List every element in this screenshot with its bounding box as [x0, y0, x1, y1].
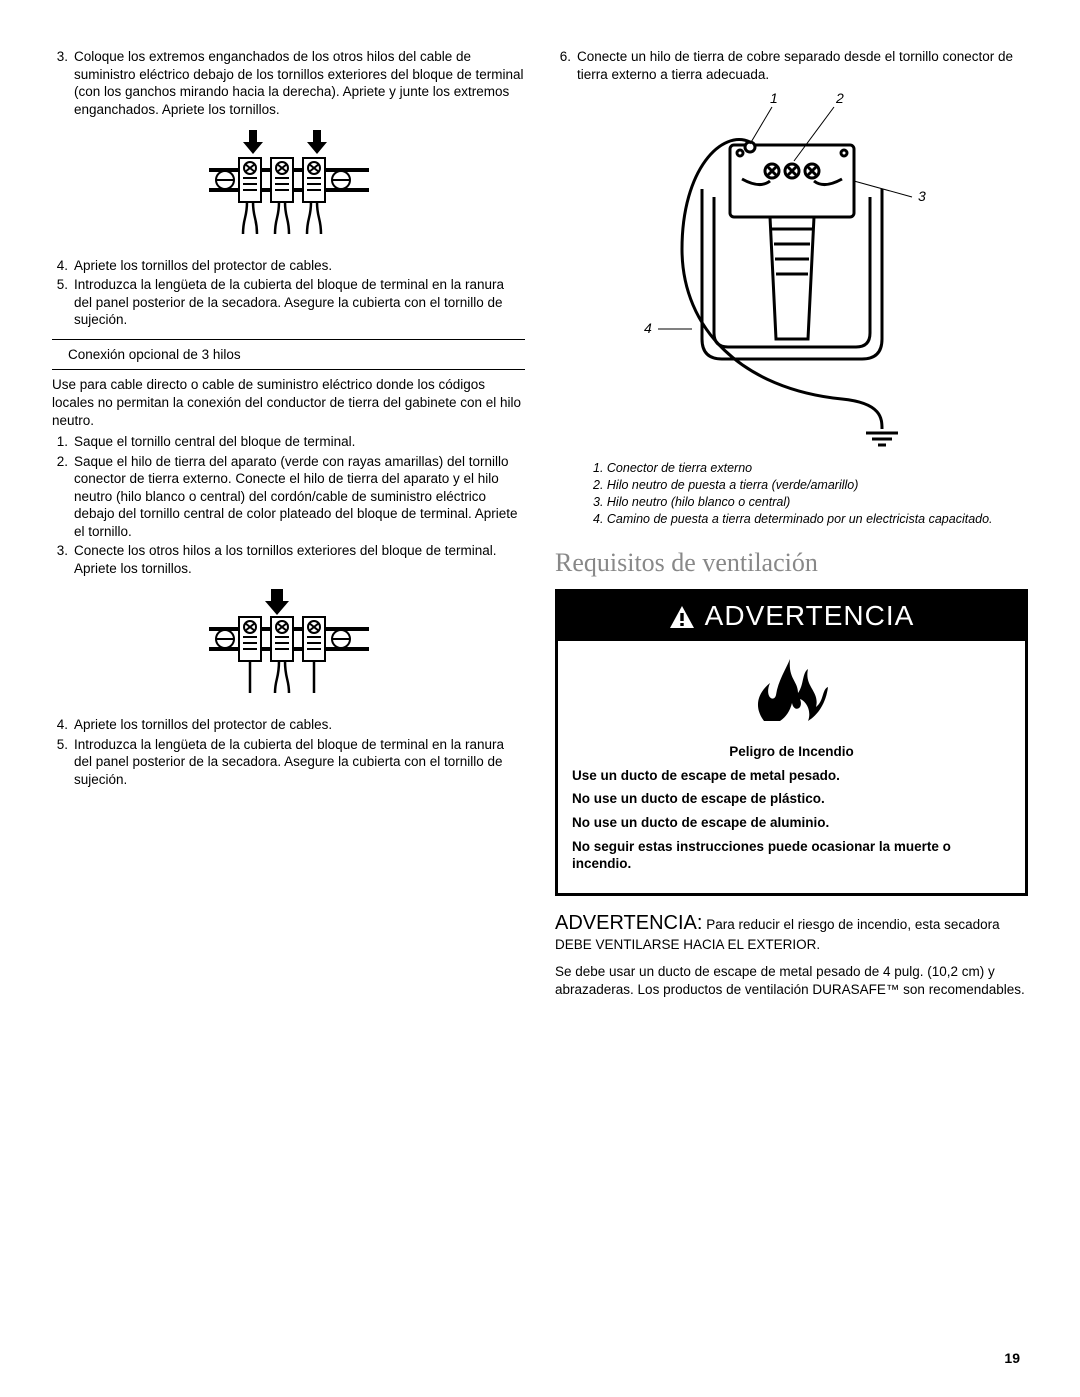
- callout-2: 2: [835, 90, 844, 106]
- warning-triangle-icon: [669, 605, 695, 629]
- steps-b: 4.Apriete los tornillos del protector de…: [52, 257, 525, 329]
- after-warning-text: ADVERTENCIA: Para reducir el riesgo de i…: [555, 910, 1028, 999]
- page-number: 19: [1004, 1349, 1020, 1367]
- warning-header: ADVERTENCIA: [558, 592, 1025, 640]
- right-column: 6.Conecte un hilo de tierra de cobre sep…: [555, 48, 1028, 1008]
- warning-line: No use un ducto de escape de plástico.: [572, 790, 1011, 808]
- left-column: 3.Coloque los extremos enganchados de lo…: [52, 48, 525, 1008]
- steps-c: 1.Saque el tornillo central del bloque d…: [52, 433, 525, 577]
- terminal-diagram-b: [52, 587, 525, 702]
- section-title: Requisitos de ventilación: [555, 546, 1028, 580]
- terminal-diagram-a: [52, 128, 525, 243]
- advertencia-label: ADVERTENCIA:: [555, 912, 702, 934]
- diagram-legend: 1. Conector de tierra externo 2. Hilo ne…: [593, 460, 1028, 528]
- callout-1: 1: [770, 90, 778, 106]
- warning-line: No seguir estas instrucciones puede ocas…: [572, 838, 1011, 873]
- step-num: 3.: [52, 48, 74, 118]
- steps-d: 4.Apriete los tornillos del protector de…: [52, 716, 525, 788]
- callout-3: 3: [918, 188, 926, 204]
- sub-heading: Conexión opcional de 3 hilos: [52, 339, 525, 371]
- warning-line: No use un ducto de escape de aluminio.: [572, 814, 1011, 832]
- step-text: Coloque los extremos enganchados de los …: [74, 48, 525, 118]
- steps-top-right: 6.Conecte un hilo de tierra de cobre sep…: [555, 48, 1028, 83]
- warning-title: Peligro de Incendio: [572, 743, 1011, 761]
- steps-a: 3.Coloque los extremos enganchados de lo…: [52, 48, 525, 118]
- ground-diagram: 1 2 3 4: [555, 89, 1028, 454]
- intro-text: Use para cable directo o cable de sumini…: [52, 376, 525, 429]
- flame-icon: [572, 651, 1011, 732]
- warning-line: Use un ducto de escape de metal pesado.: [572, 767, 1011, 785]
- callout-4: 4: [644, 320, 652, 336]
- warning-box: ADVERTENCIA Peligro de Incendio Use un d…: [555, 589, 1028, 895]
